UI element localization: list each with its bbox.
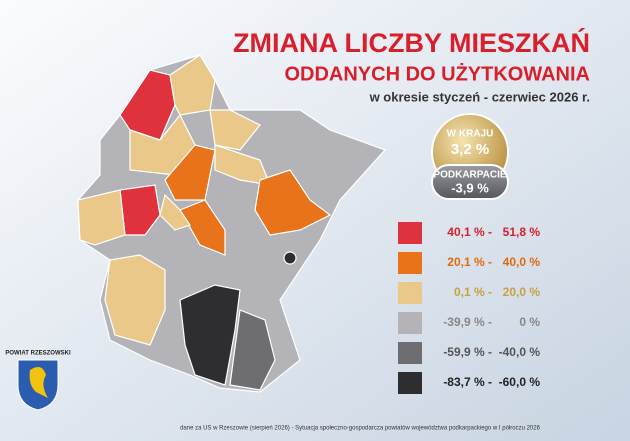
region [229,309,276,391]
region [179,284,241,386]
legend-to: 40,0 % [503,255,541,269]
legend-swatch [398,252,422,274]
legend-from: 0,1 % - [454,285,492,299]
legend-from: 40,1 % - [447,225,492,239]
legend-swatch [398,342,422,364]
legend-swatch [398,312,422,334]
map [77,54,387,393]
region [164,144,216,201]
title: ZMIANA LICZBY MIESZKAŃ [233,27,590,58]
badge-label: PODKARPACIE [433,170,506,181]
crest: POWIAT RZESZOWSKI [5,351,71,411]
badge-label: W KRAJU [447,129,494,140]
badge-pill [431,164,509,200]
legend-to: -40,0 % [499,345,541,359]
badge: W KRAJU 3,2 % PODKARPACIE -3,9 % [431,113,509,200]
region [159,193,191,231]
legend-swatch [398,372,422,394]
legend-from: -83,7 % - [443,375,492,389]
legend-to: 51,8 % [503,225,541,239]
region [283,251,297,265]
period: w okresie styczeń - czerwiec 2026 r. [369,89,590,104]
legend-from: -59,9 % - [443,345,492,359]
legend-from: -39,9 % - [443,315,492,329]
legend-swatch [398,222,422,244]
region [254,169,332,236]
legend-to: -60,0 % [499,375,541,389]
crest-label: POWIAT RZESZOWSKI [5,351,71,357]
legend-to: 20,0 % [503,285,541,299]
badge-value: -3,9 % [451,180,489,195]
legend-to: 0 % [519,315,540,329]
subtitle: ODDANYCH DO UŻYTKOWANIA [284,62,590,85]
legend-swatch [398,282,422,304]
badge-value: 3,2 % [451,141,489,158]
crest-lion [29,366,48,398]
region [214,144,271,186]
region [209,109,261,151]
region [77,189,126,246]
region [104,254,166,346]
legend: 40,1 % - 51,8 % 20,1 % - 40,0 % 0,1 % - 20,0 … [398,222,540,394]
region [179,199,226,256]
legend-from: 20,1 % - [447,255,492,269]
source: dane za US w Rzeszowie (sierpień 2026) -… [180,426,541,432]
